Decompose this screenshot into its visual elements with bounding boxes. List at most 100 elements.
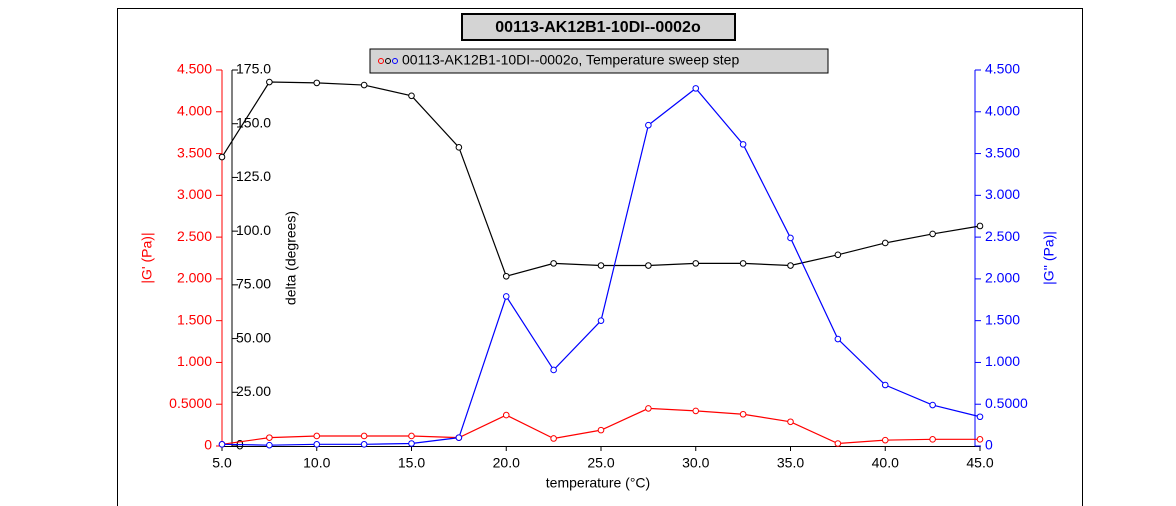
point — [976, 436, 984, 443]
y3-tick-label: 100.0 — [236, 222, 271, 238]
y-tick-label: 0.5000 — [169, 395, 212, 411]
y-tick-label: 0 — [204, 437, 212, 453]
y2-tick-label: 2.000 — [985, 270, 1020, 286]
x-tick-label: 45.0 — [966, 455, 993, 471]
point — [266, 78, 273, 86]
y3-tick-label: 125.0 — [236, 168, 271, 184]
point — [739, 260, 747, 267]
y2-axis-title: |G'' (Pa)| — [1041, 231, 1057, 285]
point — [834, 440, 842, 447]
point — [455, 434, 463, 441]
y-axis-title: |G' (Pa)| — [139, 232, 155, 283]
point — [360, 432, 368, 440]
point — [502, 411, 510, 419]
y2-tick-label: 3.500 — [985, 144, 1020, 160]
chart-title: 00113-AK12B1-10DI--0002o — [495, 19, 701, 36]
y-tick-label: 3.500 — [177, 144, 212, 160]
series-line — [221, 81, 981, 277]
point — [787, 234, 794, 242]
point — [692, 85, 700, 92]
point — [550, 366, 557, 374]
y3-axis-title: delta (degrees) — [283, 211, 299, 305]
point — [408, 440, 415, 447]
y-tick-label: 1.500 — [177, 311, 212, 327]
y-tick-label: 3.000 — [177, 186, 212, 202]
point — [550, 435, 557, 442]
y2-tick-label: 4.500 — [985, 61, 1020, 77]
y3-tick-label: 50.00 — [236, 329, 271, 345]
point — [266, 441, 273, 449]
y2-tick-label: 3.000 — [985, 186, 1020, 202]
y-tick-label: 1.000 — [177, 353, 212, 369]
title-box — [461, 13, 736, 41]
point — [266, 434, 273, 441]
point — [408, 92, 415, 100]
x-tick-label: 40.0 — [872, 455, 899, 471]
point — [976, 222, 984, 230]
legend-label: 00113-AK12B1-10DI--0002o, Temperature sw… — [402, 52, 739, 68]
y2-tick-label: 0 — [985, 437, 993, 453]
series-line — [221, 407, 980, 445]
point — [929, 230, 936, 238]
legend-marker — [392, 58, 398, 64]
point — [360, 441, 368, 448]
point — [313, 441, 321, 448]
point — [787, 262, 794, 269]
point — [739, 141, 747, 148]
point — [881, 381, 889, 389]
point — [502, 272, 510, 280]
point — [597, 262, 605, 269]
y2-tick-label: 4.000 — [985, 102, 1020, 118]
point — [218, 153, 226, 161]
point — [645, 405, 652, 412]
point — [881, 239, 889, 247]
legend-marker — [378, 58, 384, 64]
point — [929, 436, 936, 443]
x-tick-label: 25.0 — [587, 455, 614, 471]
y3-tick-label: 75.00 — [236, 276, 271, 292]
y3-tick-label: 25.00 — [236, 383, 271, 399]
y-tick-label: 2.000 — [177, 270, 212, 286]
point — [313, 79, 321, 87]
x-tick-label: 15.0 — [398, 455, 425, 471]
frame — [117, 8, 1083, 506]
point — [787, 418, 794, 426]
point — [550, 260, 557, 267]
x-tick-label: 35.0 — [777, 455, 804, 471]
x-tick-label: 10.0 — [303, 455, 330, 471]
x-tick-label: 30.0 — [682, 455, 709, 471]
y3-tick-label: 150.0 — [236, 114, 271, 130]
point — [645, 121, 652, 129]
point — [313, 432, 321, 440]
x-axis-title: temperature (°C) — [546, 475, 650, 491]
point — [834, 251, 842, 259]
point — [218, 441, 226, 448]
x-tick-label: 20.0 — [493, 455, 520, 471]
x-tick-label: 5.0 — [212, 455, 232, 471]
point — [834, 335, 842, 343]
y-tick-label: 4.500 — [177, 61, 212, 77]
y2-tick-label: 2.500 — [985, 228, 1020, 244]
y2-tick-label: 1.500 — [985, 311, 1020, 327]
point — [502, 293, 510, 300]
point — [408, 432, 415, 440]
legend-marker — [385, 58, 391, 64]
point — [976, 413, 984, 421]
point — [929, 401, 936, 409]
point — [360, 81, 368, 89]
point — [739, 410, 747, 418]
point — [597, 317, 605, 324]
y3-tick-label: 175.0 — [236, 61, 271, 77]
point — [597, 426, 605, 434]
y2-tick-label: 0.5000 — [985, 395, 1028, 411]
y-tick-label: 2.500 — [177, 228, 212, 244]
point — [455, 144, 463, 151]
legend-box — [369, 48, 829, 74]
y2-tick-label: 1.000 — [985, 353, 1020, 369]
point — [692, 260, 700, 267]
point — [692, 407, 700, 415]
point — [881, 436, 889, 444]
y-tick-label: 4.000 — [177, 102, 212, 118]
point — [645, 262, 652, 269]
